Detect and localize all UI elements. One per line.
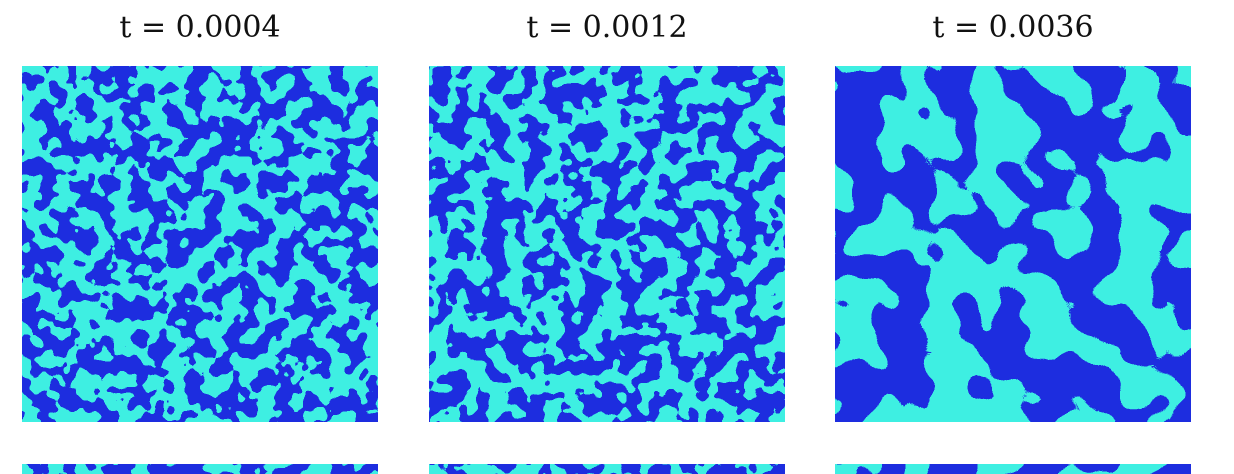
panel-title-3: t = 0.0036 — [932, 10, 1094, 45]
panel-title-2: t = 0.0012 — [526, 10, 688, 45]
pattern-image-1 — [22, 66, 378, 422]
pattern-image-3 — [835, 66, 1191, 422]
pattern-image-row2-1 — [22, 464, 378, 474]
pattern-image-row2-2 — [429, 464, 785, 474]
panel-title-1: t = 0.0004 — [119, 10, 281, 45]
pattern-image-2 — [429, 66, 785, 422]
pattern-image-row2-3 — [835, 464, 1191, 474]
